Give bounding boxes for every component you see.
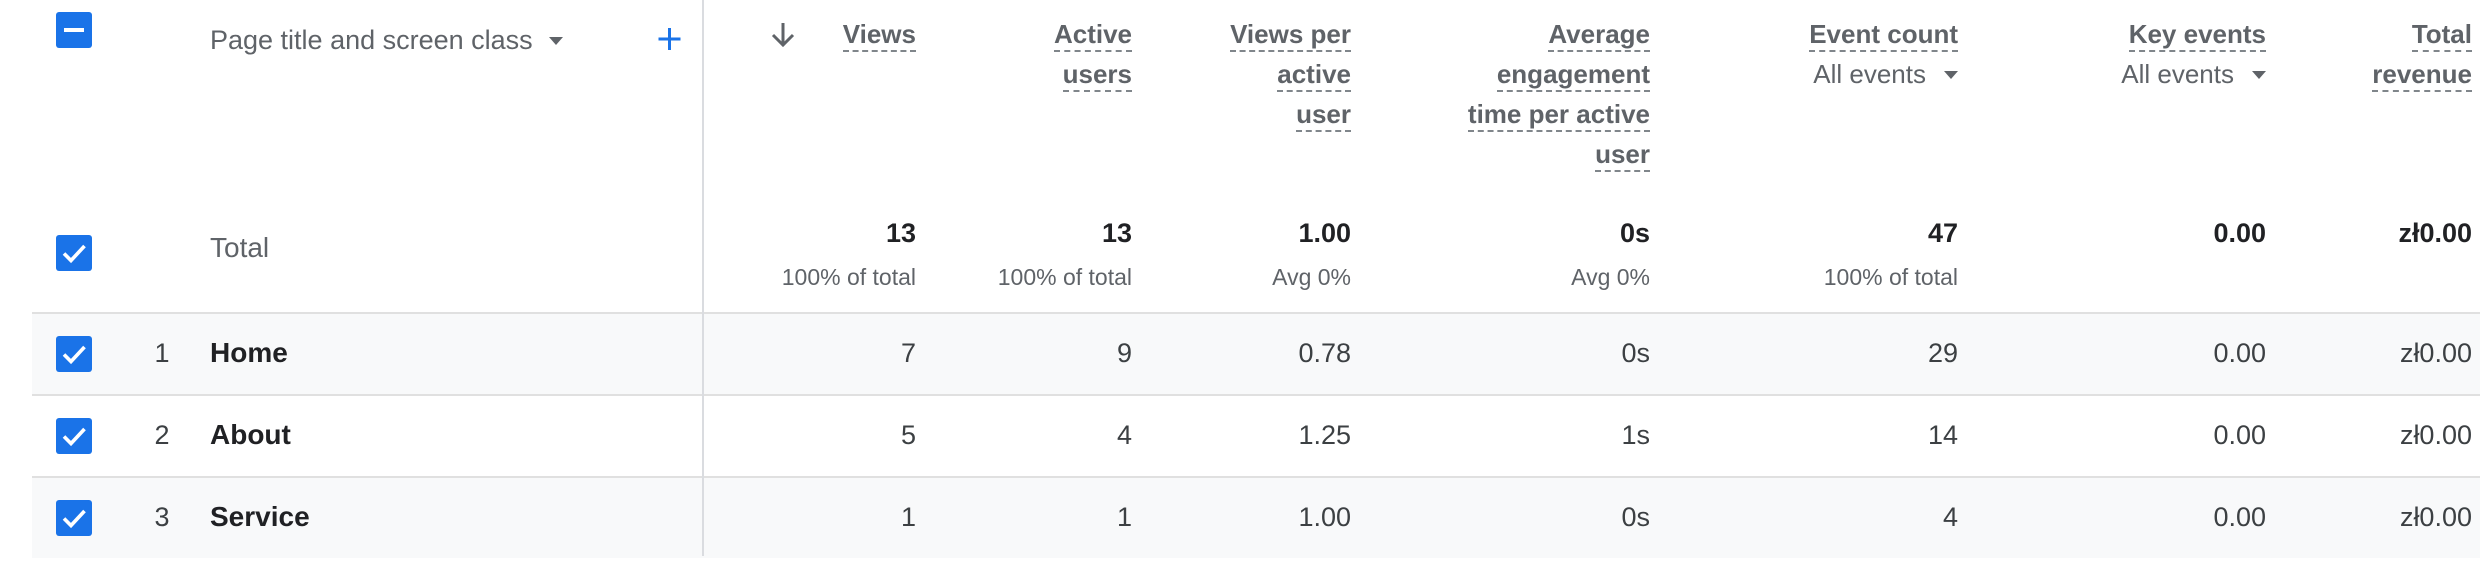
minus-icon [64, 28, 84, 32]
caret-down-icon [548, 37, 563, 45]
column-divider [702, 0, 704, 556]
header-text: user [1595, 139, 1650, 172]
table-cell: 9 [1116, 338, 1132, 368]
row-background [32, 314, 2480, 394]
table-cell: 0s [1621, 502, 1650, 532]
header-text: Active [1053, 19, 1132, 52]
total-subtext: 100% of total [997, 264, 1132, 290]
header-text: Event count [1809, 19, 1958, 52]
row-number: 1 [154, 338, 170, 368]
total-value: 0s [1619, 218, 1650, 248]
divider [32, 476, 2480, 478]
table-cell: 0.00 [2213, 420, 2266, 450]
dimension-label: Page title and screen class [210, 24, 533, 55]
event-filter-dropdown[interactable]: All events [1692, 54, 1958, 94]
totals-label: Total [210, 232, 270, 263]
table-cell: 7 [900, 338, 916, 368]
column-header-average-engagement-time[interactable]: Average engagement time per active user [1372, 14, 1650, 174]
column-header-views-per-active-user[interactable]: Views per active user [1142, 14, 1351, 134]
total-value: 1.00 [1298, 218, 1351, 248]
report-table: Page title and screen class Views Active… [32, 0, 2480, 558]
total-subtext: 100% of total [1823, 264, 1958, 290]
total-subtext: Avg 0% [1272, 264, 1351, 290]
caret-down-icon [1944, 71, 1958, 79]
table-cell: 0.78 [1298, 338, 1351, 368]
check-icon [62, 345, 86, 365]
table-cell: 1 [1116, 502, 1132, 532]
header-text: Views [842, 19, 916, 52]
table-cell: 4 [1116, 420, 1132, 450]
select-all-checkbox[interactable] [56, 12, 92, 48]
key-events-filter-dropdown[interactable]: All events [1992, 54, 2266, 94]
column-header-key-events[interactable]: Key events All events [1992, 14, 2266, 94]
header-text: time per active [1467, 99, 1650, 132]
table-cell: 0.00 [2213, 502, 2266, 532]
total-subtext: Avg 0% [1571, 264, 1650, 290]
column-header-views[interactable]: Views [732, 14, 916, 54]
row-number: 3 [154, 502, 170, 532]
total-subtext: 100% of total [781, 264, 916, 290]
event-filter-label: All events [1813, 59, 1926, 89]
row-page-title[interactable]: Service [210, 501, 310, 532]
table-cell: 1 [900, 502, 916, 532]
header-text: Key events [2128, 19, 2266, 52]
table-cell: 1s [1621, 420, 1650, 450]
table-cell: 29 [1927, 338, 1958, 368]
row-number: 2 [154, 420, 170, 450]
row-checkbox[interactable] [56, 500, 92, 536]
header-text: Views per [1230, 19, 1351, 52]
table-cell: 0.00 [2213, 338, 2266, 368]
check-icon [62, 244, 86, 264]
key-events-filter-label: All events [2121, 59, 2234, 89]
table-cell: 1.25 [1298, 420, 1351, 450]
header-text: user [1296, 99, 1351, 132]
check-icon [62, 427, 86, 447]
column-header-total-revenue[interactable]: Total revenue [2272, 14, 2472, 94]
row-page-title[interactable]: About [210, 419, 291, 450]
header-text: users [1062, 59, 1132, 92]
header-text: engagement [1496, 59, 1650, 92]
table-cell: zł0.00 [2399, 420, 2472, 450]
total-value: zł0.00 [2398, 218, 2472, 248]
table-cell: 1.00 [1298, 502, 1351, 532]
table-cell: 4 [1942, 502, 1958, 532]
totals-checkbox[interactable] [56, 235, 92, 271]
divider [32, 394, 2480, 396]
header-text: revenue [2372, 59, 2472, 92]
table-cell: 5 [900, 420, 916, 450]
row-checkbox[interactable] [56, 336, 92, 372]
check-icon [62, 509, 86, 529]
dimension-selector[interactable]: Page title and screen class [210, 20, 563, 60]
add-dimension-button[interactable] [652, 18, 688, 58]
plus-icon [658, 28, 681, 50]
table-cell: zł0.00 [2399, 338, 2472, 368]
total-value: 13 [885, 218, 916, 248]
table-cell: 14 [1927, 420, 1958, 450]
total-value: 47 [1927, 218, 1958, 248]
caret-down-icon [2252, 71, 2266, 79]
total-value: 13 [1101, 218, 1132, 248]
total-value: 0.00 [2213, 218, 2266, 248]
header-text: active [1277, 59, 1351, 92]
column-header-active-users[interactable]: Active users [932, 14, 1132, 94]
row-page-title[interactable]: Home [210, 337, 288, 368]
table-cell: 0s [1621, 338, 1650, 368]
header-text: Average [1548, 19, 1650, 52]
divider [32, 312, 2480, 314]
row-background [32, 478, 2480, 558]
table-cell: zł0.00 [2399, 502, 2472, 532]
arrow-down-icon [771, 23, 795, 48]
header-text: Total [2411, 19, 2472, 52]
column-header-event-count[interactable]: Event count All events [1692, 14, 1958, 94]
row-checkbox[interactable] [56, 418, 92, 454]
